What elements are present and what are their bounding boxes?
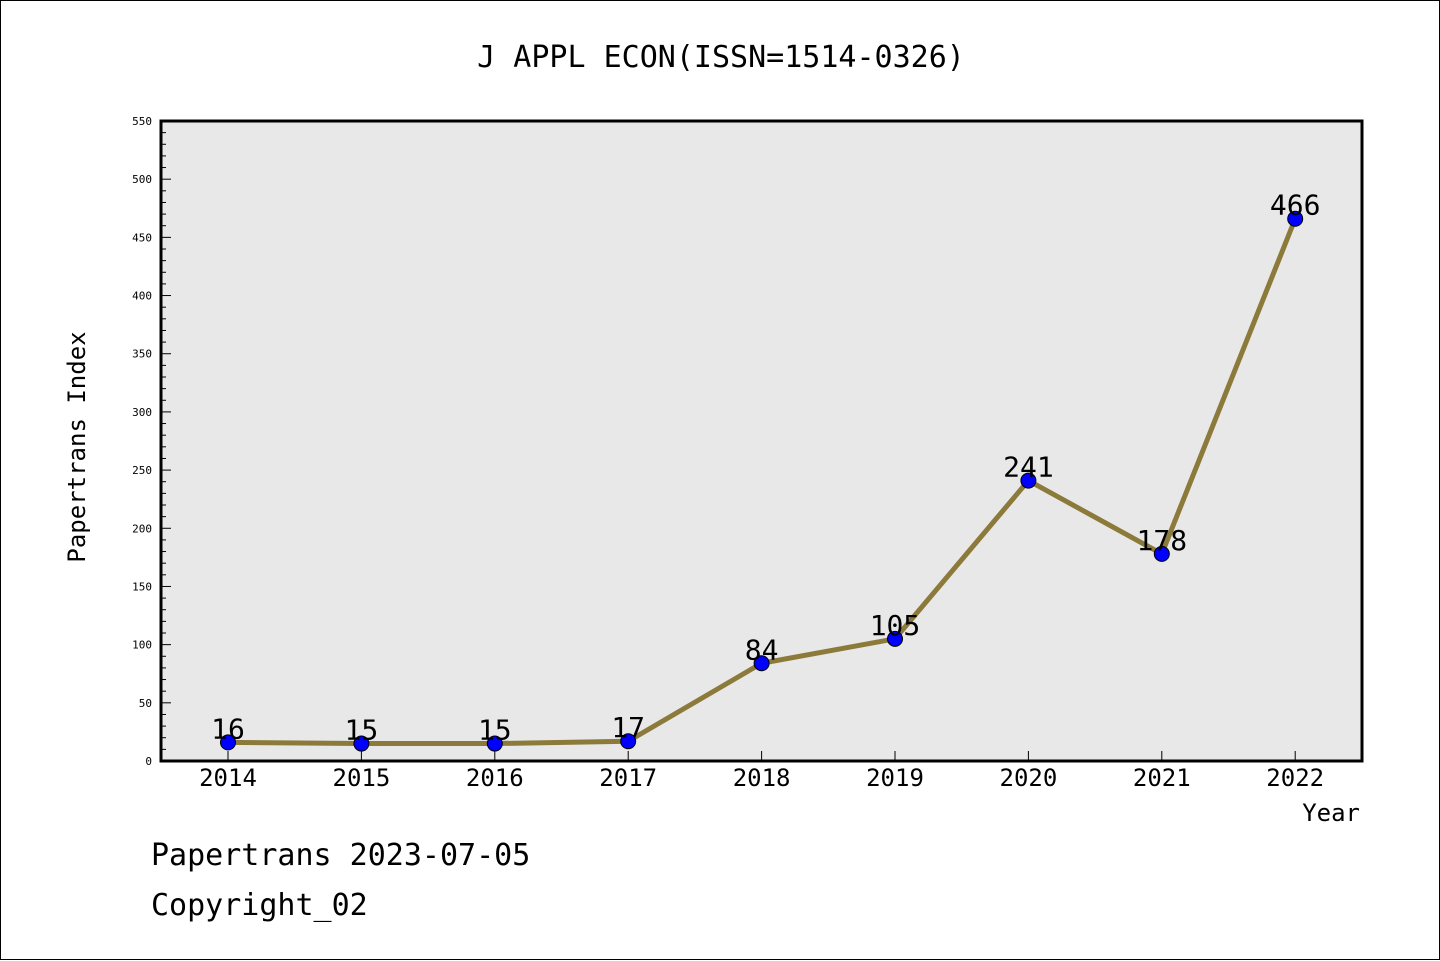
x-tick-label: 2017 — [599, 764, 657, 792]
footer-copyright: Copyright_02 — [151, 888, 368, 923]
data-point — [753, 655, 770, 672]
y-tick-label: 350 — [132, 348, 152, 361]
data-point — [220, 734, 236, 751]
data-label: 178 — [1137, 524, 1188, 557]
y-tick-label: 550 — [132, 115, 152, 128]
y-tick-label: 150 — [132, 580, 152, 593]
data-label: 17 — [611, 711, 645, 744]
data-point — [887, 630, 903, 647]
plot-border — [159, 119, 1364, 763]
x-tick-label: 2018 — [733, 764, 791, 792]
x-tick-label: 2021 — [1133, 764, 1191, 792]
data-label: 105 — [870, 609, 921, 642]
data-label: 241 — [1003, 451, 1054, 484]
footer-date: Papertrans 2023-07-05 — [151, 838, 530, 873]
x-tick-label: 2019 — [866, 764, 924, 792]
y-tick-label: 100 — [132, 639, 152, 652]
y-tick-label: 200 — [132, 522, 152, 535]
y-tick-label: 450 — [132, 231, 152, 244]
y-tick-label: 50 — [139, 697, 152, 710]
data-point — [620, 733, 637, 750]
y-tick-label: 250 — [132, 464, 152, 477]
data-labels: 16 15 15 17 84 105 241 178 466 — [211, 189, 1320, 747]
y-tick-label: 400 — [132, 290, 152, 303]
data-label: 15 — [345, 714, 379, 747]
chart-title: J APPL ECON(ISSN=1514-0326) — [477, 40, 965, 75]
x-tick-label: 2022 — [1266, 764, 1324, 792]
y-axis-label: Papertrans Index — [63, 331, 91, 562]
data-label: 466 — [1270, 189, 1321, 222]
x-tick-label: 2015 — [333, 764, 391, 792]
data-point — [486, 735, 503, 752]
x-tick-label: 2014 — [199, 764, 257, 792]
plot-area — [161, 121, 1362, 761]
data-label: 16 — [211, 712, 245, 745]
x-axis: 2014 2015 2016 2017 2018 2019 2020 2021 2022 — [199, 751, 1324, 792]
data-point — [1287, 210, 1304, 227]
y-tick-label: 0 — [145, 755, 152, 768]
data-label: 15 — [478, 714, 512, 747]
x-tick-label: 2020 — [1000, 764, 1058, 792]
x-axis-label: Year — [1302, 799, 1360, 827]
data-point — [1020, 472, 1037, 489]
series-markers — [220, 210, 1304, 752]
data-point — [1153, 545, 1170, 562]
y-tick-label: 500 — [132, 173, 152, 186]
y-axis: 0 50 100 150 200 250 300 350 400 450 500 550 — [132, 115, 171, 768]
data-label: 84 — [745, 633, 779, 666]
data-point — [353, 735, 370, 752]
y-tick-label: 300 — [132, 406, 152, 419]
x-tick-label: 2016 — [466, 764, 524, 792]
